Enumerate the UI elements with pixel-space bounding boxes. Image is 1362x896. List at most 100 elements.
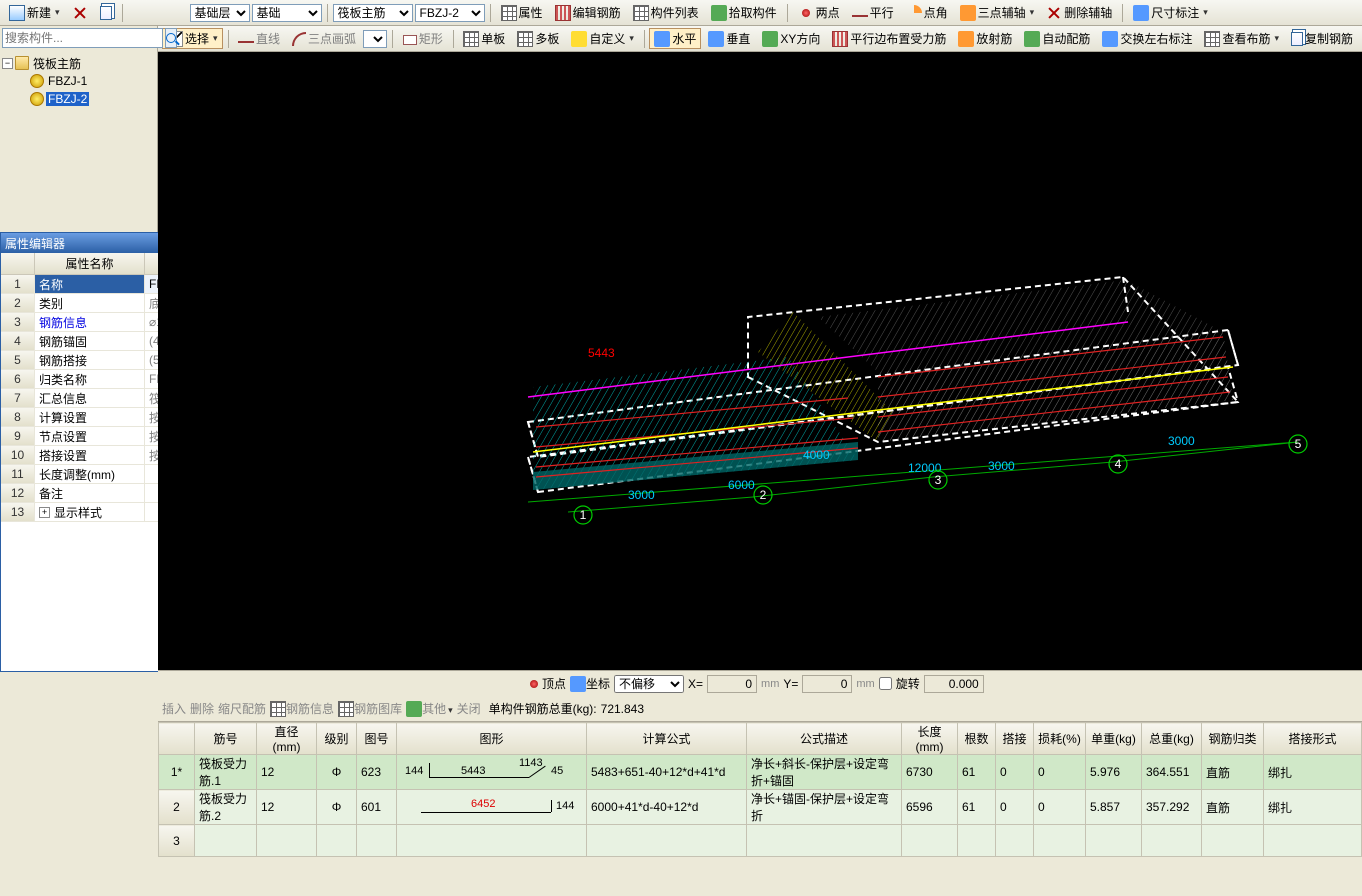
cell-len[interactable]: 6730 (902, 755, 958, 790)
style-select[interactable] (363, 30, 387, 48)
vertex-button[interactable]: 顶点 (526, 675, 566, 693)
coord-button[interactable]: 坐标 (570, 675, 610, 693)
tree-item-1[interactable]: FBZJ-1 (30, 72, 155, 90)
del-button[interactable]: 删除 (190, 700, 214, 717)
cell[interactable] (1264, 825, 1362, 857)
col-num[interactable]: 筋号 (195, 723, 257, 755)
custom-button[interactable]: 自定义 (566, 28, 639, 49)
line-button[interactable]: 直线 (233, 28, 285, 49)
cell-tw[interactable]: 357.292 (1142, 790, 1202, 825)
cell[interactable] (958, 825, 996, 857)
cell-lvl[interactable]: Φ (317, 755, 357, 790)
col-calc[interactable]: 计算公式 (587, 723, 747, 755)
cell-dia[interactable]: 12 (257, 755, 317, 790)
cell[interactable] (1202, 825, 1264, 857)
col-lvl[interactable]: 级别 (317, 723, 357, 755)
cell-calc[interactable]: 6000+41*d-40+12*d (587, 790, 747, 825)
cell[interactable] (357, 825, 397, 857)
table-row[interactable]: 1* 筏板受力筋.1 12 Φ 623 144 5443 1143 45 548… (159, 755, 1362, 790)
scale-button[interactable]: 缩尺配筋 (218, 700, 266, 717)
col-shape[interactable]: 图形 (397, 723, 587, 755)
arc3-button[interactable]: 三点画弧 (287, 28, 361, 49)
col-uw[interactable]: 单重(kg) (1086, 723, 1142, 755)
col-cat[interactable]: 钢筋归类 (1202, 723, 1264, 755)
cell[interactable] (317, 825, 357, 857)
dim-button[interactable]: 尺寸标注 (1128, 2, 1213, 23)
y-input[interactable] (802, 675, 852, 693)
cell-shape[interactable]: 6452 144 (397, 790, 587, 825)
para-rebar-button[interactable]: 平行边布置受力筋 (827, 28, 951, 49)
cell-uw[interactable]: 5.857 (1086, 790, 1142, 825)
member-list-button[interactable]: 构件列表 (628, 2, 704, 23)
cell-loss[interactable]: 0 (1034, 755, 1086, 790)
cell-desc[interactable]: 净长+斜长-保护层+设定弯折+锚固 (747, 755, 902, 790)
cell-cat[interactable]: 直筋 (1202, 755, 1264, 790)
cell[interactable] (996, 825, 1034, 857)
cell-num[interactable]: 筏板受力筋.1 (195, 755, 257, 790)
cell-cnt[interactable]: 61 (958, 790, 996, 825)
attr-button[interactable]: 属性 (496, 2, 548, 23)
expand-icon[interactable]: − (2, 58, 13, 69)
col-desc[interactable]: 公式描述 (747, 723, 902, 755)
cell-shape[interactable]: 144 5443 1143 45 (397, 755, 587, 790)
close-button[interactable]: 关闭 (457, 700, 481, 717)
col-tw[interactable]: 总重(kg) (1142, 723, 1202, 755)
cell-desc[interactable]: 净长+锚固-保护层+设定弯折 (747, 790, 902, 825)
member-id-select[interactable]: FBZJ-2 (415, 4, 485, 22)
col-dia[interactable]: 直径(mm) (257, 723, 317, 755)
pick-button[interactable]: 拾取构件 (706, 2, 782, 23)
cell-uw[interactable]: 5.976 (1086, 755, 1142, 790)
cell-tw[interactable]: 364.551 (1142, 755, 1202, 790)
tree-root[interactable]: − 筏板主筋 (2, 54, 155, 72)
cell-loss[interactable]: 0 (1034, 790, 1086, 825)
pt-ang-button[interactable]: 点角 (901, 2, 953, 23)
rect-button[interactable]: 矩形 (398, 28, 448, 49)
cell-fig[interactable]: 623 (357, 755, 397, 790)
view-button[interactable]: 查看布筋 (1199, 28, 1284, 49)
cell-calc[interactable]: 5483+651-40+12*d+41*d (587, 755, 747, 790)
tree-item-2[interactable]: FBZJ-2 (30, 90, 155, 108)
offset-select[interactable]: 不偏移 (614, 675, 684, 693)
cell-cat[interactable]: 直筋 (1202, 790, 1264, 825)
two-pt-button[interactable]: 两点 (793, 2, 845, 23)
xy-button[interactable]: XY方向 (757, 28, 825, 49)
cell-lap[interactable]: 0 (996, 790, 1034, 825)
parallel-button[interactable]: 平行 (847, 2, 899, 23)
member-type-select[interactable]: 筏板主筋 (333, 4, 413, 22)
three-aux-button[interactable]: 三点辅轴 (955, 2, 1040, 23)
cell-fig[interactable]: 601 (357, 790, 397, 825)
rebar-lib-button[interactable]: 钢筋图库 (338, 700, 402, 718)
cell-cnt[interactable]: 61 (958, 755, 996, 790)
copy-rebar-button[interactable]: 复制钢筋 (1286, 28, 1358, 49)
col-lap[interactable]: 搭接 (996, 723, 1034, 755)
cell-num[interactable]: 筏板受力筋.2 (195, 790, 257, 825)
multi-button[interactable]: 多板 (512, 28, 564, 49)
viewport-3d[interactable]: 5443 3000 6000 4000 12000 3000 3000 1234… (158, 52, 1362, 670)
insert-button[interactable]: 插入 (162, 700, 186, 717)
cell-lvl[interactable]: Φ (317, 790, 357, 825)
col-cnt[interactable]: 根数 (958, 723, 996, 755)
cell[interactable] (397, 825, 587, 857)
radiate-button[interactable]: 放射筋 (953, 28, 1017, 49)
cell[interactable] (1142, 825, 1202, 857)
horiz-button[interactable]: 水平 (649, 28, 701, 49)
col-fig[interactable]: 图号 (357, 723, 397, 755)
layer-val-select[interactable]: 基础 (252, 4, 322, 22)
rot-check[interactable] (879, 677, 892, 690)
copy-button[interactable] (95, 4, 117, 22)
cell[interactable] (257, 825, 317, 857)
layer-select[interactable]: 基础层 (190, 4, 250, 22)
col-len[interactable]: 长度(mm) (902, 723, 958, 755)
cell-form[interactable]: 绑扎 (1264, 790, 1362, 825)
search-input[interactable] (2, 28, 163, 48)
cell-form[interactable]: 绑扎 (1264, 755, 1362, 790)
edit-rebar-button[interactable]: 编辑钢筋 (550, 2, 626, 23)
delete-button[interactable] (67, 3, 93, 23)
rebar-info-button[interactable]: 钢筋信息 (270, 700, 334, 718)
cell-dia[interactable]: 12 (257, 790, 317, 825)
cell[interactable] (195, 825, 257, 857)
cell-lap[interactable]: 0 (996, 755, 1034, 790)
cell[interactable] (902, 825, 958, 857)
table-row[interactable]: 2 筏板受力筋.2 12 Φ 601 6452 144 6000+41*d-40… (159, 790, 1362, 825)
rot-input[interactable] (924, 675, 984, 693)
